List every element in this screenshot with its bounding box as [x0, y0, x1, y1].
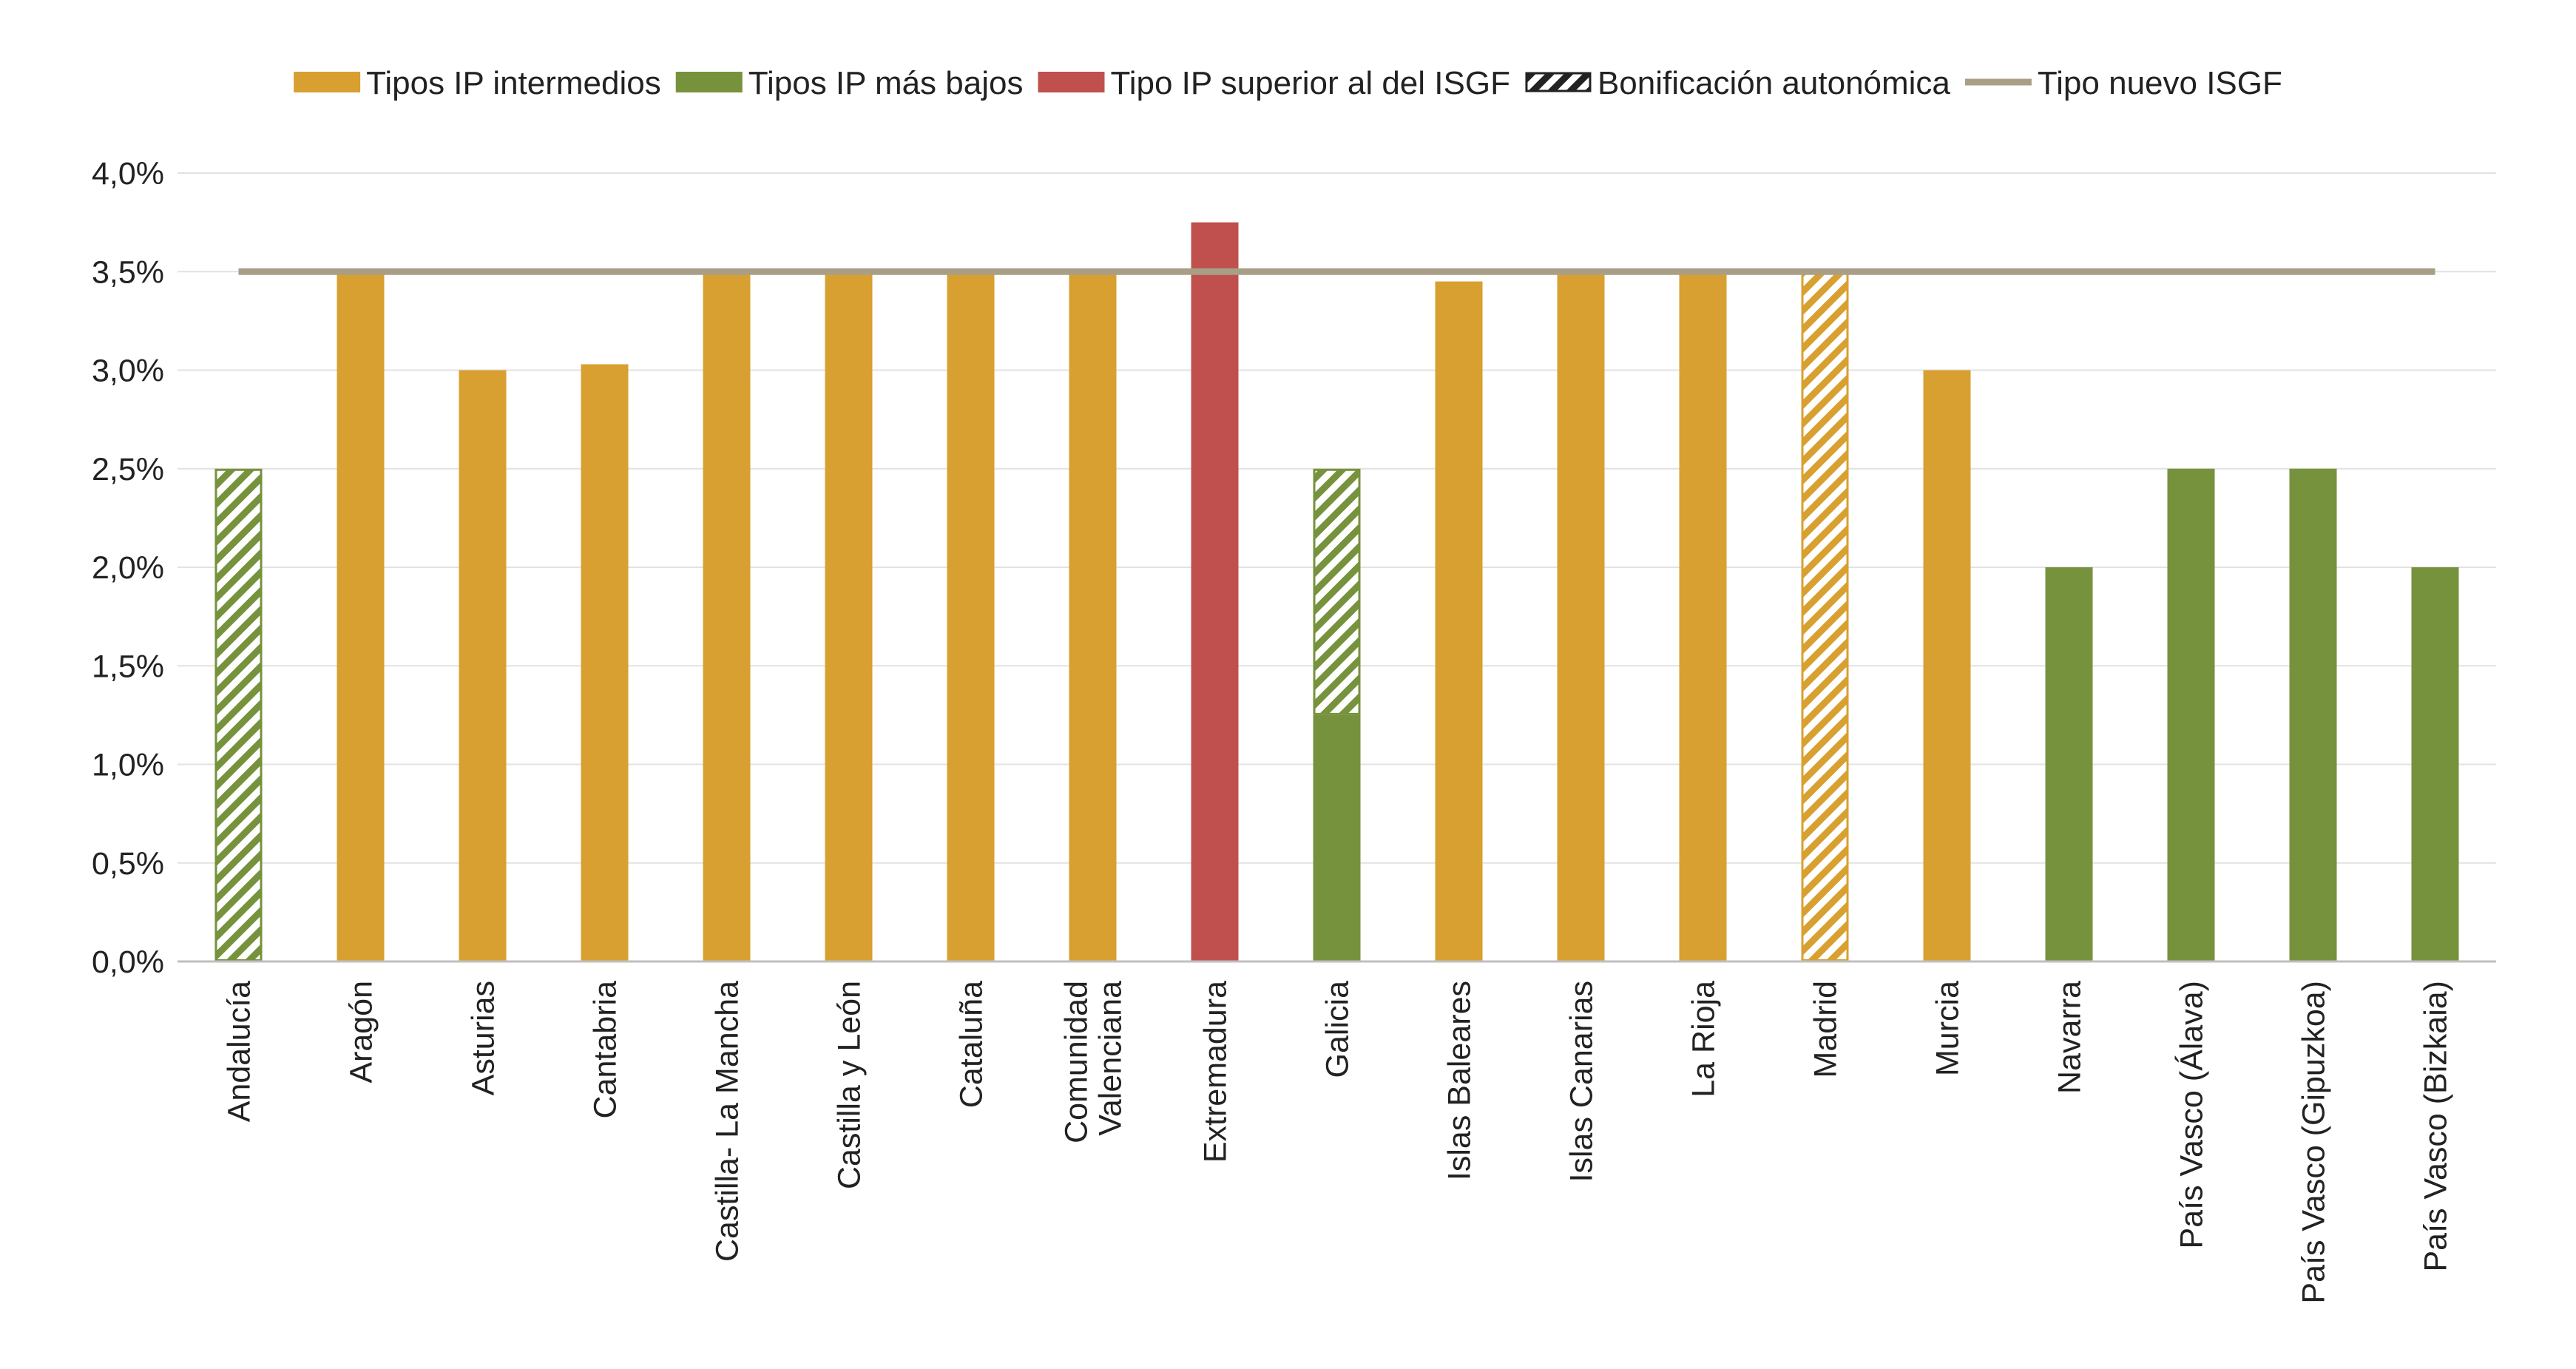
- x-category-label: Aragón: [344, 981, 379, 1084]
- legend-swatch: [675, 72, 743, 92]
- x-category-label: Castilla- La Mancha: [710, 981, 746, 1262]
- bar-intermedio: [1069, 271, 1117, 961]
- legend-swatch-hatch: [1525, 72, 1592, 92]
- x-category-label: País Vasco (Gipuzkoa): [2296, 981, 2332, 1304]
- legend-item-isgf: Tipo nuevo ISGF: [1964, 65, 2282, 101]
- x-category-label: Islas Baleares: [1442, 981, 1478, 1180]
- bar-intermedio: [1679, 271, 1727, 961]
- axes: 0,0% 0,5% 1,0% 1,5% 2,0% 2,5% 3,0% 3,5% 4,0% Anda…: [92, 156, 2496, 1304]
- bar-intermedio: [337, 271, 385, 961]
- bar-bajo: [2289, 468, 2337, 961]
- bar-intermedio: [703, 271, 751, 961]
- x-category-label: Comunidad: [1059, 981, 1095, 1143]
- x-category-label: Castilla y León: [832, 981, 868, 1189]
- x-category-label: Galicia: [1320, 981, 1356, 1078]
- bar-intermedio: [459, 370, 507, 961]
- x-category-label: Cataluña: [954, 981, 990, 1108]
- x-category-label: La Rioja: [1686, 981, 1722, 1098]
- bar-intermedio: [1435, 281, 1483, 961]
- y-tick-label: 0,0%: [92, 944, 164, 980]
- bar-bonificacion: [214, 468, 263, 961]
- x-category-label: País Vasco (Bizkaia): [2418, 981, 2454, 1272]
- bar-bonificacion: [1313, 468, 1361, 715]
- y-tick-label: 3,5%: [92, 254, 164, 290]
- x-category-label: Cantabria: [588, 981, 623, 1119]
- bar-intermedio: [1557, 271, 1605, 961]
- x-category-label: Islas Canarias: [1564, 981, 1600, 1182]
- legend-label: Tipos IP intermedios: [366, 65, 661, 101]
- legend-item-bajo: Tipos IP más bajos: [675, 65, 1024, 101]
- bar-intermedio: [947, 271, 995, 961]
- y-tick-label: 3,0%: [92, 354, 164, 389]
- x-category-label: Extremadura: [1198, 981, 1234, 1163]
- bar-bajo: [2167, 468, 2215, 961]
- y-tick-label: 1,0%: [92, 748, 164, 783]
- x-category-label: País Vasco (Álava): [2174, 981, 2210, 1248]
- bar-bajo: [2045, 567, 2093, 961]
- bar-bajo: [2411, 567, 2459, 961]
- bar-superior: [1191, 222, 1239, 961]
- y-tick-label: 0,5%: [92, 846, 164, 882]
- legend-label: Tipo IP superior al del ISGF: [1110, 65, 1510, 101]
- x-category-label: Murcia: [1930, 981, 1966, 1076]
- x-category-label: Andalucía: [222, 981, 257, 1122]
- bar-bajo: [1313, 714, 1361, 961]
- legend-label: Bonificación autonómica: [1598, 65, 1950, 101]
- bars: [214, 222, 2459, 961]
- x-category-label: Valenciana: [1093, 981, 1129, 1136]
- legend-item-bonificacion: Bonificación autonómica: [1525, 65, 1950, 101]
- x-category-label: Asturias: [466, 981, 501, 1095]
- bar-intermedio: [581, 364, 629, 961]
- legend-swatch: [294, 72, 361, 92]
- legend-swatch: [1038, 72, 1105, 92]
- legend-label: Tipo nuevo ISGF: [2038, 65, 2282, 101]
- x-category-label: Madrid: [1808, 981, 1844, 1078]
- bar-intermedio: [1923, 370, 1971, 961]
- bar-intermedio: [825, 271, 873, 961]
- legend-item-intermedio: Tipos IP intermedios: [294, 65, 661, 101]
- y-tick-label: 2,5%: [92, 452, 164, 487]
- y-tick-label: 1,5%: [92, 649, 164, 684]
- x-category-label: Navarra: [2052, 981, 2088, 1094]
- y-tick-label: 2,0%: [92, 550, 164, 586]
- y-tick-label: 4,0%: [92, 156, 164, 192]
- bar-bonificacion: [1801, 271, 1849, 961]
- legend: Tipos IP intermedios Tipos IP más bajos Ti…: [294, 65, 2282, 101]
- legend-item-superior: Tipo IP superior al del ISGF: [1038, 65, 1510, 101]
- legend-label: Tipos IP más bajos: [748, 65, 1024, 101]
